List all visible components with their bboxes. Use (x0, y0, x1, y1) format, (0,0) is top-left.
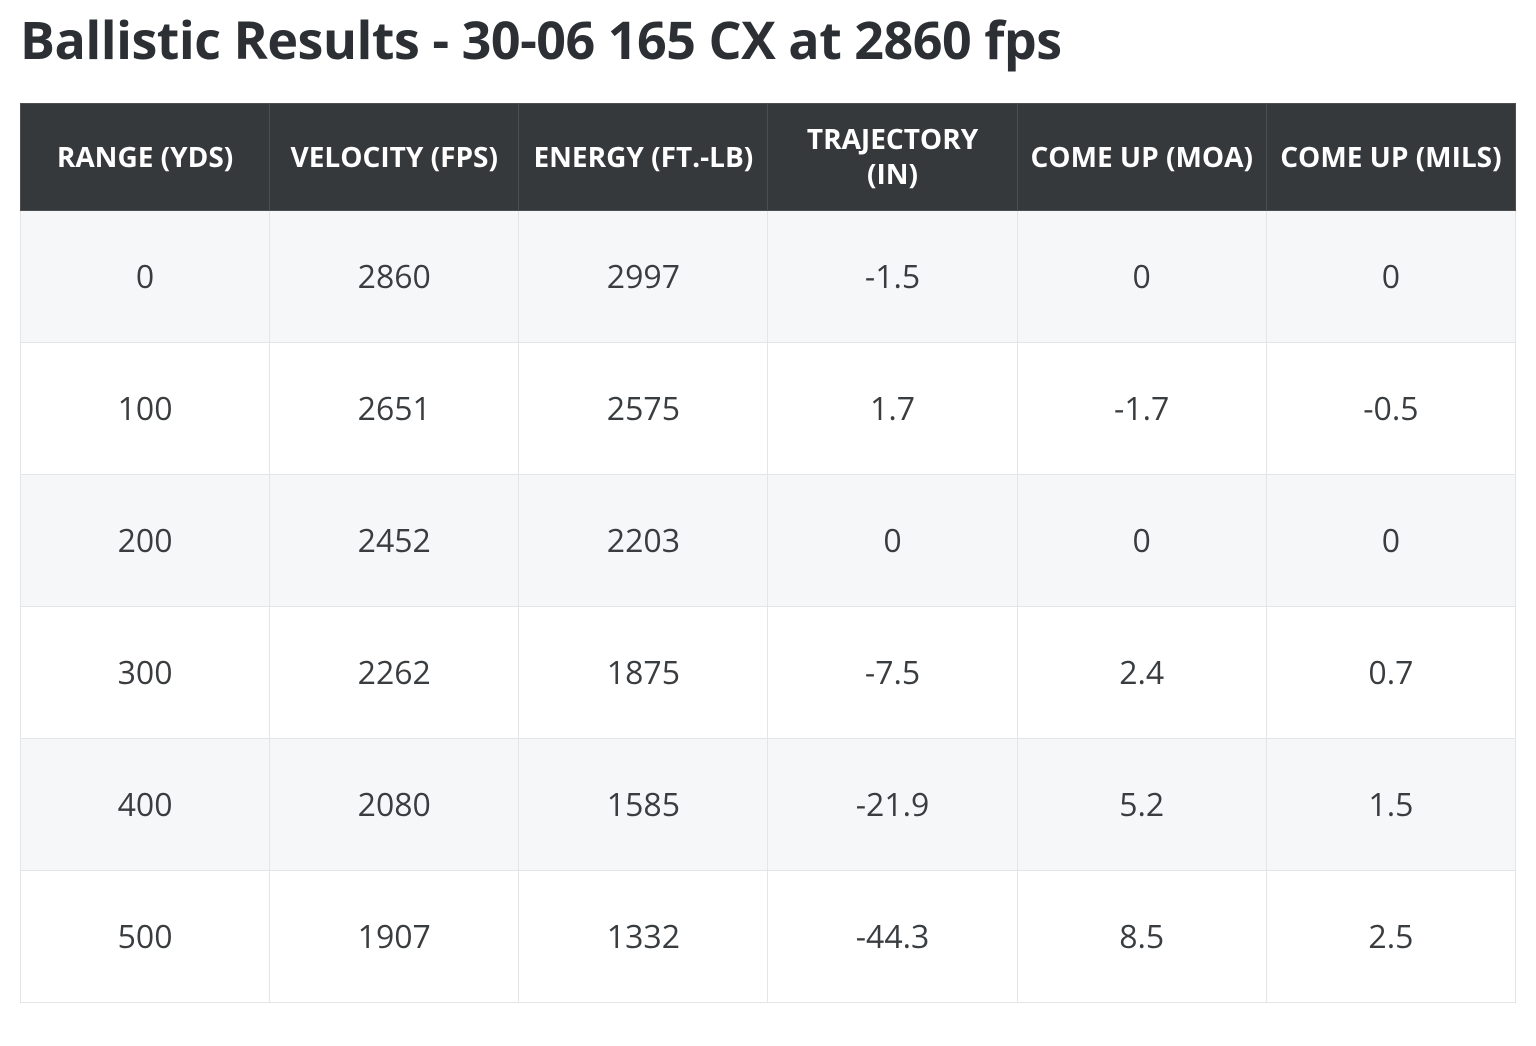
cell: -21.9 (768, 739, 1017, 871)
cell: 2575 (519, 343, 768, 475)
cell: 100 (21, 343, 270, 475)
cell: 0 (21, 211, 270, 343)
cell: -44.3 (768, 871, 1017, 1003)
cell: 0 (768, 475, 1017, 607)
cell: 0 (1017, 475, 1266, 607)
cell: 500 (21, 871, 270, 1003)
cell: 1332 (519, 871, 768, 1003)
cell: 400 (21, 739, 270, 871)
col-comeup-mils: COME UP (MILS) (1266, 104, 1515, 211)
table-body: 0 2860 2997 -1.5 0 0 100 2651 2575 1.7 -… (21, 211, 1516, 1003)
cell: -1.7 (1017, 343, 1266, 475)
table-row: 300 2262 1875 -7.5 2.4 0.7 (21, 607, 1516, 739)
cell: 5.2 (1017, 739, 1266, 871)
cell: 1907 (270, 871, 519, 1003)
cell: -7.5 (768, 607, 1017, 739)
table-row: 500 1907 1332 -44.3 8.5 2.5 (21, 871, 1516, 1003)
page-container: Ballistic Results - 30-06 165 CX at 2860… (0, 0, 1536, 1023)
table-row: 0 2860 2997 -1.5 0 0 (21, 211, 1516, 343)
cell: 0 (1266, 475, 1515, 607)
col-range: RANGE (YDS) (21, 104, 270, 211)
cell: 1875 (519, 607, 768, 739)
cell: 2997 (519, 211, 768, 343)
col-energy: ENERGY (FT.-LB) (519, 104, 768, 211)
cell: 300 (21, 607, 270, 739)
cell: 2860 (270, 211, 519, 343)
col-comeup-moa: COME UP (MOA) (1017, 104, 1266, 211)
cell: 0 (1266, 211, 1515, 343)
cell: 2452 (270, 475, 519, 607)
table-row: 100 2651 2575 1.7 -1.7 -0.5 (21, 343, 1516, 475)
cell: 2262 (270, 607, 519, 739)
page-title: Ballistic Results - 30-06 165 CX at 2860… (20, 4, 1516, 75)
table-header: RANGE (YDS) VELOCITY (FPS) ENERGY (FT.-L… (21, 104, 1516, 211)
table-row: 200 2452 2203 0 0 0 (21, 475, 1516, 607)
cell: 200 (21, 475, 270, 607)
col-velocity: VELOCITY (FPS) (270, 104, 519, 211)
table-row: 400 2080 1585 -21.9 5.2 1.5 (21, 739, 1516, 871)
cell: 1585 (519, 739, 768, 871)
table-header-row: RANGE (YDS) VELOCITY (FPS) ENERGY (FT.-L… (21, 104, 1516, 211)
cell: 8.5 (1017, 871, 1266, 1003)
cell: 2651 (270, 343, 519, 475)
cell: 2.4 (1017, 607, 1266, 739)
col-trajectory: TRAJECTORY (IN) (768, 104, 1017, 211)
cell: 1.7 (768, 343, 1017, 475)
ballistic-table: RANGE (YDS) VELOCITY (FPS) ENERGY (FT.-L… (20, 103, 1516, 1003)
cell: 2.5 (1266, 871, 1515, 1003)
cell: 1.5 (1266, 739, 1515, 871)
cell: 0 (1017, 211, 1266, 343)
cell: 2203 (519, 475, 768, 607)
cell: 2080 (270, 739, 519, 871)
cell: -1.5 (768, 211, 1017, 343)
cell: 0.7 (1266, 607, 1515, 739)
cell: -0.5 (1266, 343, 1515, 475)
